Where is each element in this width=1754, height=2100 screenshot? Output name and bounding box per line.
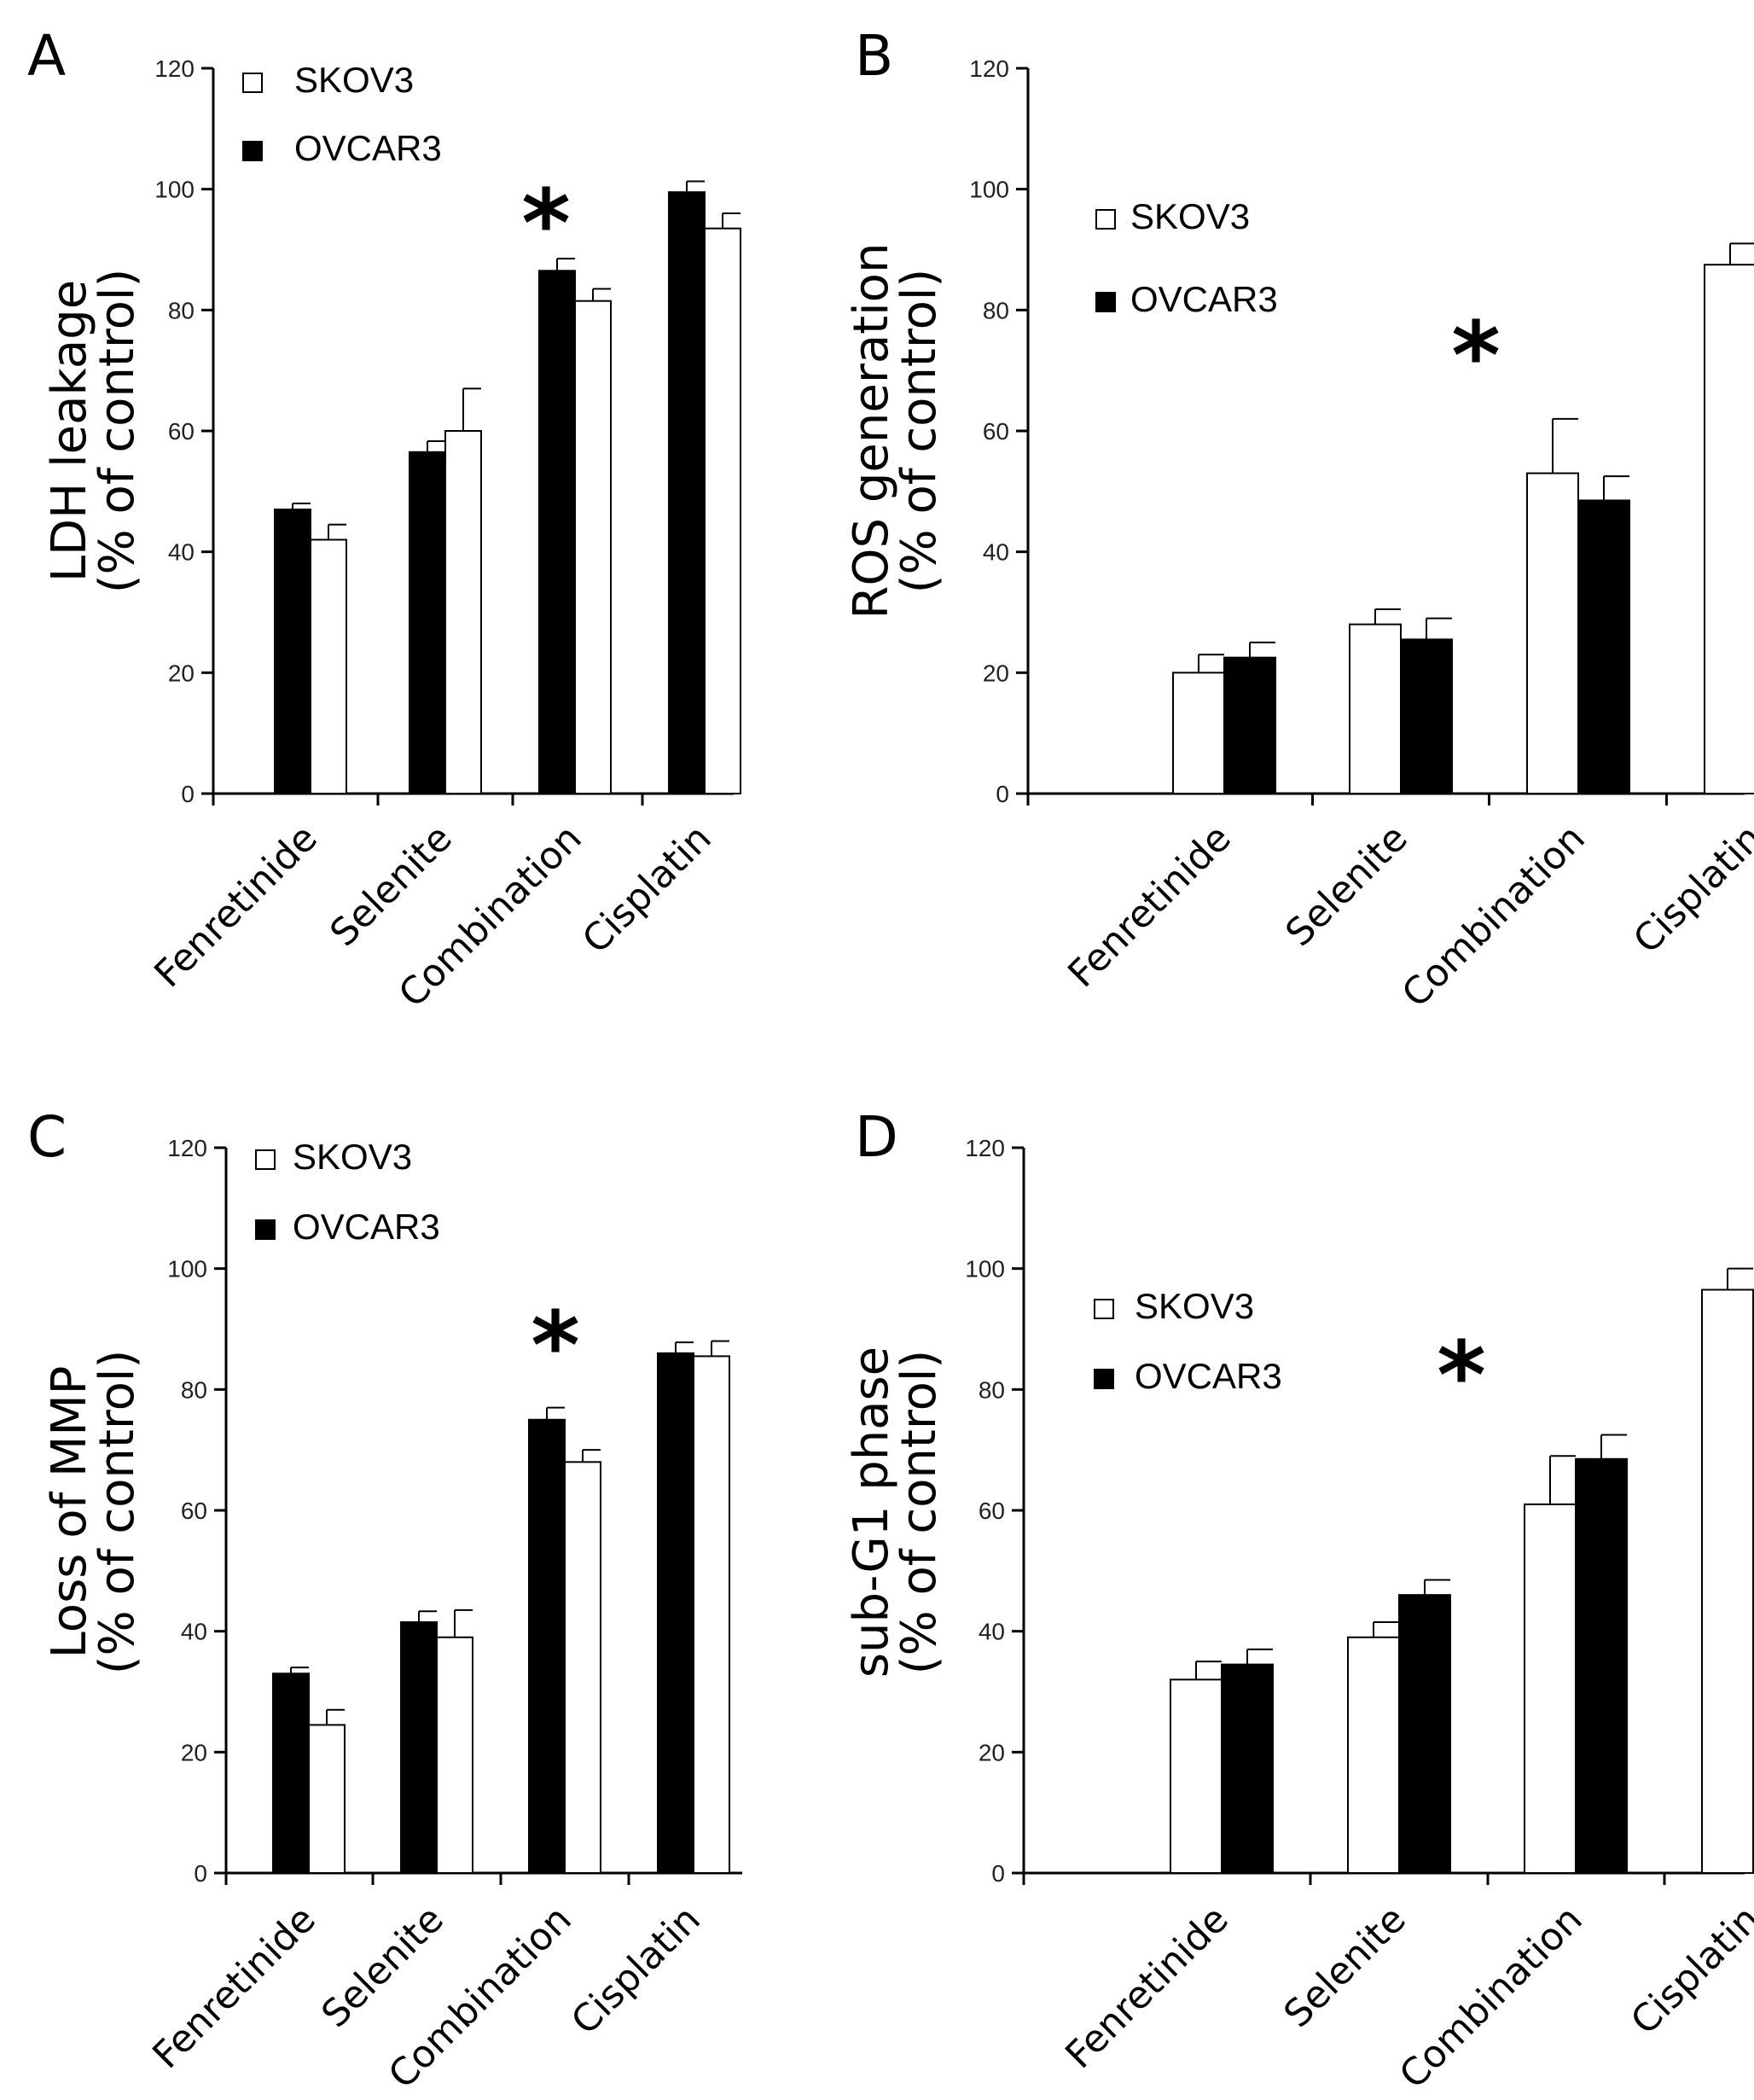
legend-swatch-ovcar3 — [1095, 292, 1116, 312]
bar-skov3-selenite — [436, 1636, 473, 1874]
significance-star: * — [1437, 1321, 1486, 1430]
y-tick-label: 100 — [154, 177, 195, 203]
legend-swatch-ovcar3 — [1094, 1369, 1114, 1389]
y-tick-label: 120 — [154, 55, 195, 82]
bar-ovcar3-combination — [538, 270, 576, 794]
bar-ovcar3-selenite — [409, 451, 446, 795]
y-tick-label: 80 — [181, 1376, 207, 1403]
y-axis-title: Loss of MMP(% of control) — [42, 1350, 145, 1675]
legend-swatch-skov3 — [242, 73, 263, 93]
y-tick-label: 100 — [969, 177, 1009, 203]
y-tick-label: 120 — [965, 1135, 1005, 1161]
y-tick-label: 0 — [991, 1860, 1005, 1887]
y-tick-label: 120 — [167, 1135, 207, 1161]
y-tick-label: 80 — [983, 297, 1009, 323]
bar-skov3-cisplatin — [693, 1355, 730, 1874]
bar-ovcar3-selenite — [400, 1621, 438, 1874]
bar-ovcar3-combination — [1577, 499, 1630, 794]
legend-label-skov3: SKOV3 — [293, 1137, 412, 1177]
bar-skov3-selenite — [1347, 1636, 1400, 1874]
legend-label-ovcar3: OVCAR3 — [293, 1207, 440, 1247]
bar-skov3-cisplatin — [1704, 264, 1754, 795]
bar-skov3-combination — [574, 300, 612, 795]
y-tick-label: 40 — [983, 539, 1009, 566]
bar-ovcar3-cisplatin — [657, 1352, 694, 1875]
y-tick-label: 20 — [983, 660, 1009, 686]
y-tick-label: 60 — [979, 1498, 1005, 1524]
bar-skov3-fenretinide — [1172, 672, 1225, 794]
y-axis-title: sub-G1 phase(% of control) — [844, 1347, 947, 1678]
y-tick-label: 60 — [181, 1498, 207, 1524]
bar-skov3-selenite — [1349, 623, 1402, 795]
legend-label-ovcar3: OVCAR3 — [294, 128, 442, 168]
y-tick-label: 0 — [181, 781, 195, 807]
bar-skov3-cisplatin — [704, 227, 741, 795]
y-tick-label: 120 — [969, 55, 1009, 82]
y-tick-label: 100 — [965, 1256, 1005, 1283]
legend-label-skov3: SKOV3 — [1135, 1286, 1254, 1326]
bar-skov3-combination — [1524, 1503, 1577, 1874]
bar-ovcar3-cisplatin — [668, 191, 706, 795]
y-tick-label: 20 — [168, 660, 195, 686]
y-tick-label: 60 — [983, 418, 1009, 445]
y-axis-title: ROS generation(% of control) — [844, 243, 947, 620]
panel-letter: B — [855, 23, 893, 89]
legend-swatch-skov3 — [1095, 209, 1116, 230]
y-tick-label: 40 — [168, 539, 195, 566]
y-tick-label: 0 — [194, 1860, 207, 1887]
legend-swatch-ovcar3 — [242, 141, 263, 161]
y-tick-label: 0 — [996, 781, 1009, 807]
bar-ovcar3-fenretinide — [1223, 656, 1276, 794]
legend-label-ovcar3: OVCAR3 — [1130, 279, 1278, 319]
bar-skov3-combination — [1526, 472, 1579, 794]
bar-ovcar3-combination — [1575, 1457, 1628, 1874]
significance-star: * — [1451, 301, 1501, 410]
bar-ovcar3-fenretinide — [272, 1672, 310, 1874]
y-tick-label: 80 — [168, 297, 195, 323]
y-tick-label: 100 — [167, 1256, 207, 1283]
y-tick-label: 40 — [979, 1619, 1005, 1645]
bar-skov3-fenretinide — [308, 1724, 346, 1875]
legend-label-skov3: SKOV3 — [294, 60, 414, 100]
legend-swatch-ovcar3 — [255, 1219, 276, 1240]
y-tick-label: 80 — [979, 1376, 1005, 1403]
significance-star: * — [521, 169, 571, 278]
bar-ovcar3-selenite — [1398, 1594, 1451, 1874]
panel-letter: C — [27, 1104, 67, 1170]
significance-star: * — [531, 1291, 580, 1400]
bar-skov3-combination — [564, 1461, 601, 1875]
bar-skov3-cisplatin — [1701, 1289, 1754, 1875]
legend-swatch-skov3 — [255, 1149, 276, 1170]
bar-ovcar3-fenretinide — [274, 509, 311, 794]
y-axis-title-line: Loss of MMP — [42, 1366, 97, 1659]
bar-ovcar3-fenretinide — [1221, 1663, 1274, 1874]
y-tick-label: 60 — [168, 418, 195, 445]
y-axis-title-line: ROS generation — [844, 243, 899, 620]
y-axis-title-line: LDH leakage — [42, 280, 97, 582]
y-tick-label: 40 — [181, 1619, 207, 1645]
bar-skov3-fenretinide — [1170, 1678, 1223, 1875]
y-axis-title-line: (% of control) — [892, 269, 947, 594]
y-axis-title: LDH leakage(% of control) — [42, 269, 145, 594]
panel-letter: D — [855, 1104, 898, 1170]
bar-ovcar3-selenite — [1400, 638, 1453, 794]
bar-ovcar3-combination — [528, 1418, 566, 1874]
y-tick-label: 20 — [979, 1739, 1005, 1766]
y-axis-title-line: (% of control) — [90, 1350, 145, 1675]
bar-skov3-fenretinide — [310, 538, 347, 794]
legend-label-ovcar3: OVCAR3 — [1135, 1356, 1282, 1396]
y-tick-label: 20 — [181, 1739, 207, 1766]
y-axis-title-line: sub-G1 phase — [844, 1347, 899, 1678]
y-axis-title-line: (% of control) — [90, 269, 145, 594]
legend-swatch-skov3 — [1094, 1299, 1114, 1319]
legend-label-skov3: SKOV3 — [1130, 196, 1250, 236]
bar-skov3-selenite — [444, 430, 482, 794]
panel-letter: A — [27, 23, 66, 89]
y-axis-title-line: (% of control) — [892, 1350, 947, 1675]
